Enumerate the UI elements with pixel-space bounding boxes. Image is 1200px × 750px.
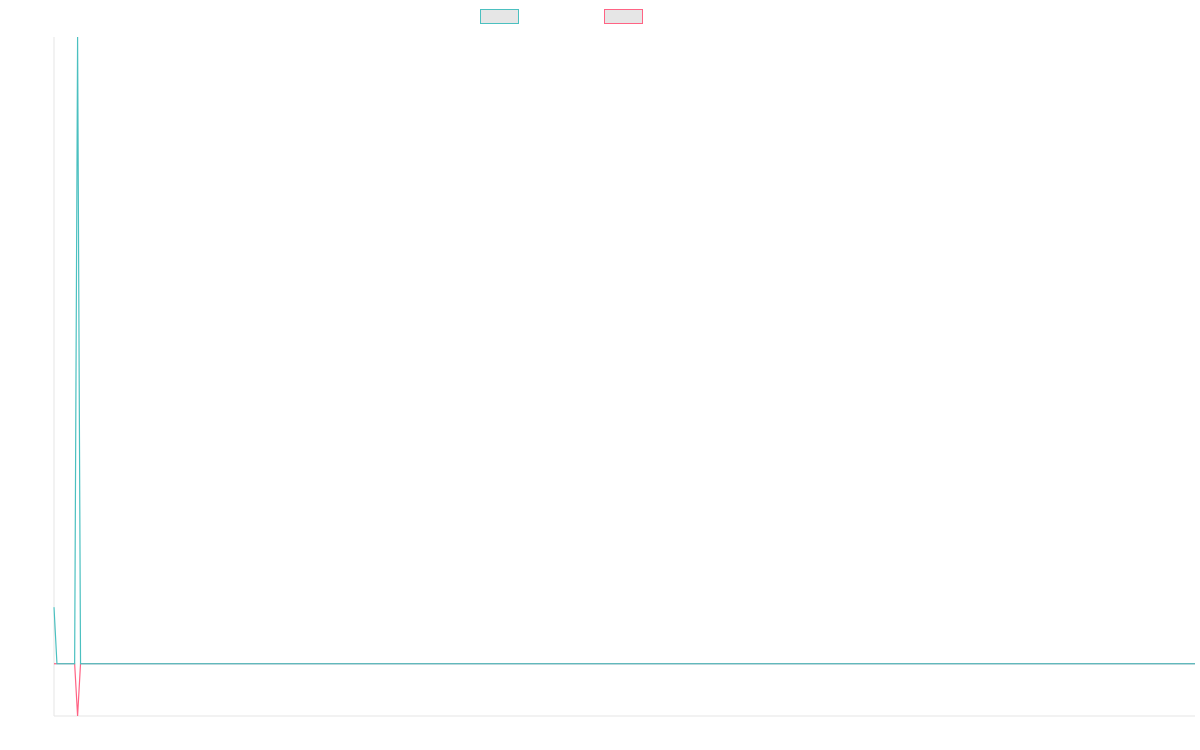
- legend-item-series-2[interactable]: [604, 9, 649, 24]
- series-line-1: [53, 36, 1195, 665]
- legend-swatch-series-1: [480, 9, 519, 24]
- chart-axes: [53, 37, 1195, 717]
- legend-swatch-series-2: [604, 9, 643, 24]
- legend-item-series-1[interactable]: [480, 9, 525, 24]
- series-line-2: [54, 663, 1195, 717]
- chart-series-layer: [53, 36, 1195, 717]
- chart-legend: [0, 9, 1200, 27]
